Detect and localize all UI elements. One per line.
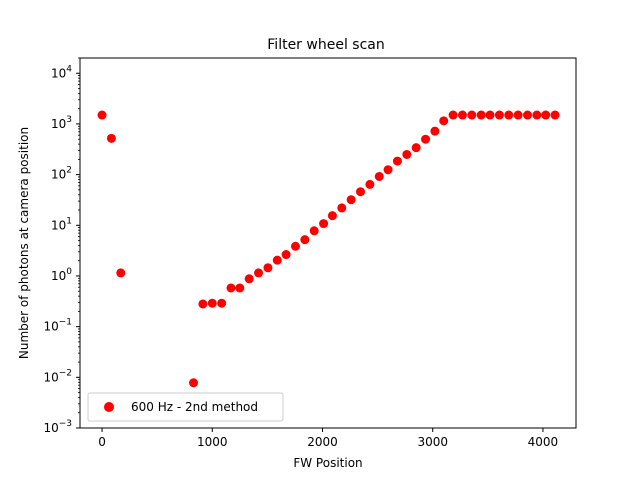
data-point (430, 126, 440, 136)
data-point (485, 110, 495, 120)
x-tick-label: 1000 (197, 435, 228, 449)
scatter-points (97, 110, 560, 388)
data-point (439, 116, 449, 126)
data-point (226, 283, 236, 293)
x-tick-label: 2000 (307, 435, 338, 449)
legend-label: 600 Hz - 2nd method (131, 400, 258, 414)
plot-frame (79, 57, 577, 429)
data-point (356, 187, 366, 197)
data-point (290, 241, 300, 251)
data-point (504, 110, 514, 120)
data-point (541, 110, 551, 120)
data-point (402, 149, 412, 159)
x-tick-label: 0 (98, 435, 106, 449)
data-point (448, 110, 458, 120)
data-point (189, 378, 199, 388)
data-point (309, 226, 319, 236)
chart-title: Filter wheel scan (267, 37, 384, 53)
data-point (532, 110, 542, 120)
data-point (513, 110, 523, 120)
legend-box (87, 392, 284, 422)
data-point (207, 298, 217, 308)
data-point (198, 299, 208, 309)
data-point (272, 255, 282, 265)
x-axis-label: FW Position (293, 456, 362, 470)
data-point (494, 110, 504, 120)
data-point (550, 110, 560, 120)
data-point (392, 156, 402, 166)
data-point (346, 195, 356, 205)
data-point (467, 110, 477, 120)
data-point (97, 110, 107, 120)
data-point (421, 134, 431, 144)
data-point (457, 110, 467, 120)
data-point (244, 274, 254, 284)
data-point (319, 219, 329, 229)
data-point (476, 110, 486, 120)
data-point (383, 165, 393, 175)
data-point (411, 143, 421, 153)
data-point (116, 268, 126, 278)
x-tick-label: 3000 (417, 435, 448, 449)
legend-marker (104, 402, 114, 412)
data-point (374, 171, 384, 181)
data-point (263, 263, 273, 273)
data-point (327, 211, 337, 221)
x-tick-label: 4000 (528, 435, 559, 449)
data-point (337, 203, 347, 213)
legend: 600 Hz - 2nd method (87, 392, 284, 422)
data-point (281, 250, 291, 260)
x-axis: 0 1000 2000 3000 4000 (98, 428, 558, 449)
y-axis-label: Number of photons at camera position (17, 127, 31, 359)
data-point (300, 235, 310, 245)
data-point (365, 179, 375, 189)
data-point (106, 133, 116, 143)
data-point (523, 110, 533, 120)
data-point (254, 268, 264, 278)
data-point (235, 283, 245, 293)
data-point (217, 298, 227, 308)
